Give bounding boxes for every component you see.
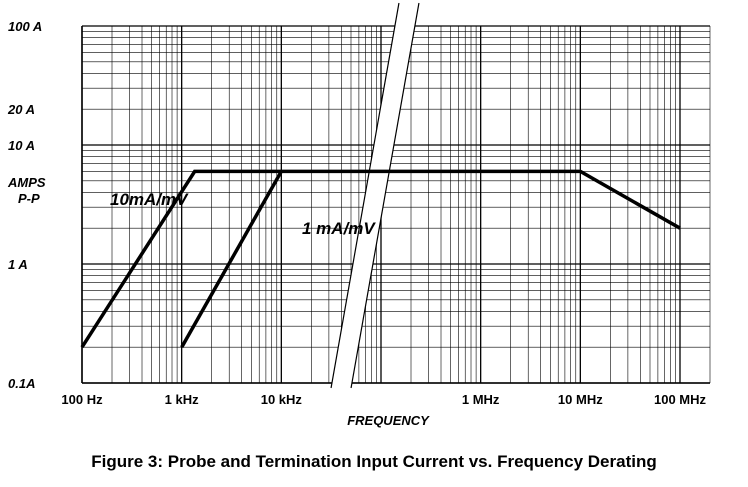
y-tick-label: 100 A bbox=[8, 19, 42, 34]
x-tick-label: 100 MHz bbox=[654, 392, 707, 407]
series-label-10ma: 10mA/mV bbox=[110, 190, 189, 209]
axis-break-line-left bbox=[330, 2, 400, 389]
x-tick-label: 10 MHz bbox=[558, 392, 603, 407]
series-label-1ma: 1 mA/mV bbox=[302, 219, 376, 238]
figure-caption: Figure 3: Probe and Termination Input Cu… bbox=[91, 452, 657, 471]
x-axis-label: FREQUENCY bbox=[347, 413, 430, 428]
series-line-1 bbox=[80, 169, 681, 349]
chart-labels: 100 A 20 A 10 A 1 A 0.1A 100 Hz 1 kHz 10 kHz 1 M… bbox=[7, 19, 707, 428]
x-tick-label: 1 kHz bbox=[165, 392, 199, 407]
y-tick-label: 1 A bbox=[8, 257, 28, 272]
axis-break-gap bbox=[331, 9, 418, 388]
y-tick-label: 10 A bbox=[8, 138, 35, 153]
chart-series bbox=[80, 169, 681, 349]
x-tick-label: 10 kHz bbox=[261, 392, 303, 407]
series-line-2 bbox=[180, 170, 283, 349]
y-tick-label: 20 A bbox=[7, 102, 35, 117]
x-tick-label: 100 Hz bbox=[61, 392, 103, 407]
y-axis-label-line2: P-P bbox=[18, 191, 40, 206]
x-tick-label: 1 MHz bbox=[462, 392, 500, 407]
y-tick-label: 0.1A bbox=[8, 376, 35, 391]
axis-break-line-right bbox=[350, 2, 420, 389]
y-axis-label-line1: AMPS bbox=[7, 175, 46, 190]
